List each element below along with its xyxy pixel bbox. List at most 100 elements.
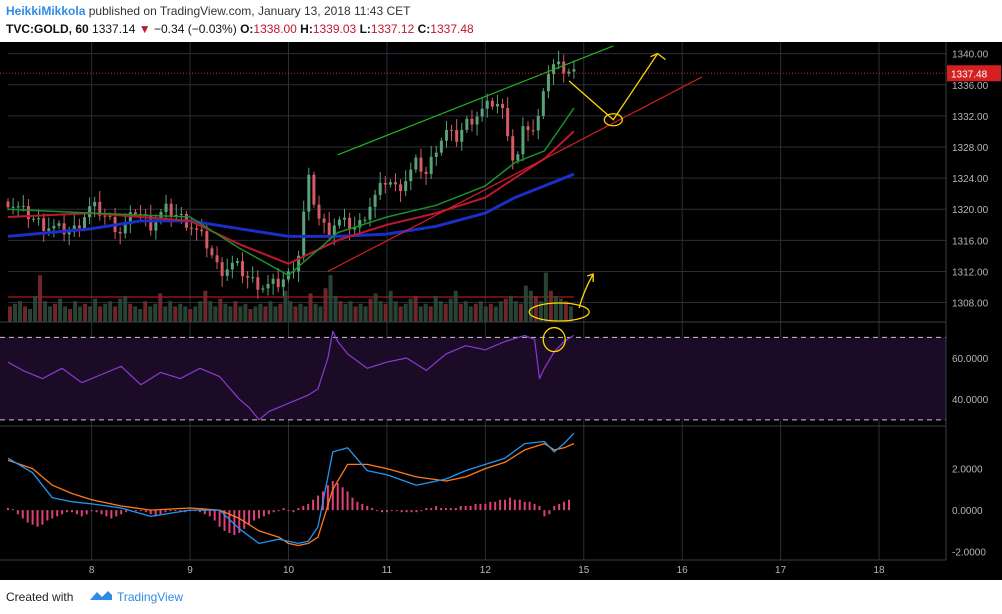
macd-hist-bar: [174, 510, 177, 512]
candle-body: [133, 212, 137, 214]
macd-hist-bar: [430, 508, 433, 511]
candle-body: [271, 278, 275, 284]
macd-hist-bar: [80, 510, 83, 517]
candle-body: [215, 255, 219, 263]
volume-bar: [338, 301, 343, 322]
candle-body: [169, 203, 173, 217]
volume-bar: [548, 290, 553, 322]
trendlines[interactable]: [327, 45, 703, 272]
close-value: 1337.48: [430, 22, 474, 36]
chart-canvas[interactable]: 8 9 10 11 12 15 16 17 18 1308.00 1312.00 1316.00 132…: [0, 42, 1002, 580]
macd-hist-bar: [159, 510, 162, 515]
macd-hist-bar: [523, 501, 526, 511]
macd-hist-bar: [518, 499, 521, 511]
price-tick-label: 1312.00: [952, 267, 989, 278]
author-link[interactable]: HeikkiMikkola: [6, 4, 86, 18]
candle-body: [200, 229, 204, 232]
candle-body: [368, 206, 372, 220]
high-value: 1339.03: [312, 22, 357, 36]
macd-hist-bar: [454, 508, 457, 511]
volume-bar: [373, 293, 378, 322]
candle-body: [557, 61, 561, 65]
candle-body: [567, 71, 571, 74]
candle-body: [307, 174, 311, 212]
candle-body: [251, 277, 255, 279]
candle-body: [164, 203, 168, 213]
candle-body: [332, 225, 336, 237]
macd-hist-bar: [425, 508, 428, 511]
macd-hist-bar: [61, 510, 64, 515]
price-tick-label: 1340.00: [952, 50, 989, 61]
candle-body: [67, 231, 71, 235]
macd-hist-bar: [257, 510, 260, 519]
volume-bar: [453, 290, 458, 322]
volume-bar: [403, 303, 408, 322]
volume-bar: [493, 306, 498, 322]
volume-bar: [563, 301, 568, 322]
candle-body: [108, 215, 112, 217]
candle-body: [230, 262, 234, 270]
tradingview-logo-icon[interactable]: [88, 587, 114, 603]
candle-body: [11, 206, 15, 208]
candle-body: [297, 255, 301, 272]
volume-bar: [473, 303, 478, 322]
volume-bar: [33, 296, 38, 322]
volume-bar: [353, 306, 358, 322]
volume-bar: [118, 298, 123, 322]
macd-hist-bar: [144, 510, 147, 513]
macd-hist-bar: [366, 505, 369, 511]
candle-body: [399, 184, 403, 192]
axes: 8 9 10 11 12 15 16 17 18 1308.00 1312.00 1316.00 132…: [0, 42, 1001, 576]
candle-body: [546, 74, 550, 92]
volume-bar: [408, 298, 413, 322]
x-tick-label: 9: [187, 565, 193, 576]
macd-hist-bar: [267, 510, 270, 515]
macd-hist-bar: [36, 510, 39, 527]
macd-hist-bar: [120, 510, 123, 515]
candle-body: [536, 115, 540, 131]
volume-bar: [293, 306, 298, 322]
macd-hist-bar: [513, 499, 516, 511]
volume-bar: [438, 301, 443, 322]
candle-body: [276, 278, 280, 288]
volume-bar: [93, 298, 98, 322]
candle-body: [123, 224, 127, 234]
macd-hist-bar: [385, 510, 388, 513]
macd-hist-bar: [203, 510, 206, 515]
macd-hist-bar: [51, 510, 54, 519]
macd-hist-bar: [213, 510, 216, 521]
macd-tick-label: 0.0000: [952, 506, 983, 517]
macd-hist-bar: [528, 501, 531, 511]
macd-hist-bar: [287, 510, 290, 512]
macd-hist-bar: [543, 510, 546, 517]
volume-bar: [443, 303, 448, 322]
candle-body: [302, 211, 306, 256]
candle-body: [42, 218, 46, 231]
macd-hist-bar: [70, 510, 73, 513]
volume-bar: [413, 296, 418, 322]
annotations[interactable]: [528, 52, 666, 322]
macd-tick-label: -2.0000: [952, 548, 986, 559]
tradingview-brand-link[interactable]: TradingView: [117, 590, 184, 604]
macd-hist-bar: [568, 499, 570, 511]
macd-hist-bar: [85, 510, 88, 515]
footer-bar: Created with TradingView: [0, 580, 1002, 614]
volume-bar: [388, 290, 393, 322]
macd-hist-bar: [139, 510, 142, 512]
high-label: H:: [300, 22, 313, 36]
volume-bar: [178, 303, 183, 322]
low-value: 1337.12: [370, 22, 415, 36]
macd-hist-bar: [277, 510, 280, 512]
volume-bar: [188, 309, 193, 322]
candle-body: [128, 212, 132, 225]
macd-hist-bar: [464, 505, 467, 511]
volume-circle: [528, 302, 590, 322]
volume-bar: [123, 296, 128, 322]
volume-bar: [283, 290, 288, 322]
x-tick-label: 15: [578, 565, 590, 576]
candle-body: [358, 220, 362, 228]
candle-body: [62, 223, 66, 235]
macd-line: [7, 432, 575, 545]
volume-bar: [133, 306, 138, 322]
volume-bar: [58, 298, 63, 322]
